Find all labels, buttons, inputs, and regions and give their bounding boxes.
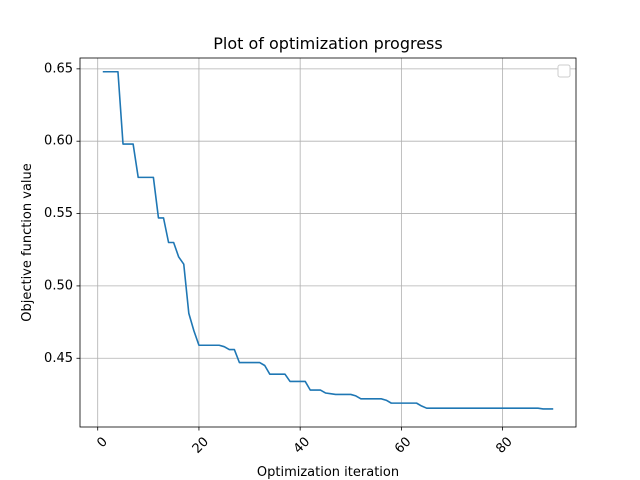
x-axis-label: Optimization iteration bbox=[257, 465, 399, 480]
grid-lines bbox=[80, 58, 576, 427]
y-tick-label: 0.55 bbox=[44, 206, 73, 221]
x-tick-label: 40 bbox=[291, 434, 313, 456]
y-tick-label: 0.65 bbox=[44, 61, 73, 76]
series-line bbox=[102, 70, 554, 410]
y-axis-ticks: 0.45 0.50 0.55 0.60 0.65 bbox=[44, 61, 80, 366]
x-tick-label: 60 bbox=[392, 434, 414, 456]
legend-box bbox=[557, 64, 571, 78]
y-tick-label: 0.50 bbox=[44, 278, 73, 293]
chart-title: Plot of optimization progress bbox=[213, 34, 442, 53]
y-tick-label: 0.45 bbox=[44, 351, 73, 366]
y-axis-label: Objective function value bbox=[20, 163, 35, 322]
plot-frame bbox=[79, 57, 577, 428]
series-layer bbox=[102, 70, 554, 410]
x-tick-label: 0 bbox=[94, 434, 110, 450]
x-tick-label: 80 bbox=[493, 434, 515, 456]
y-tick-label: 0.60 bbox=[44, 134, 73, 149]
x-tick-label: 20 bbox=[190, 434, 212, 456]
x-axis-ticks: 0 20 40 60 80 bbox=[94, 427, 516, 457]
